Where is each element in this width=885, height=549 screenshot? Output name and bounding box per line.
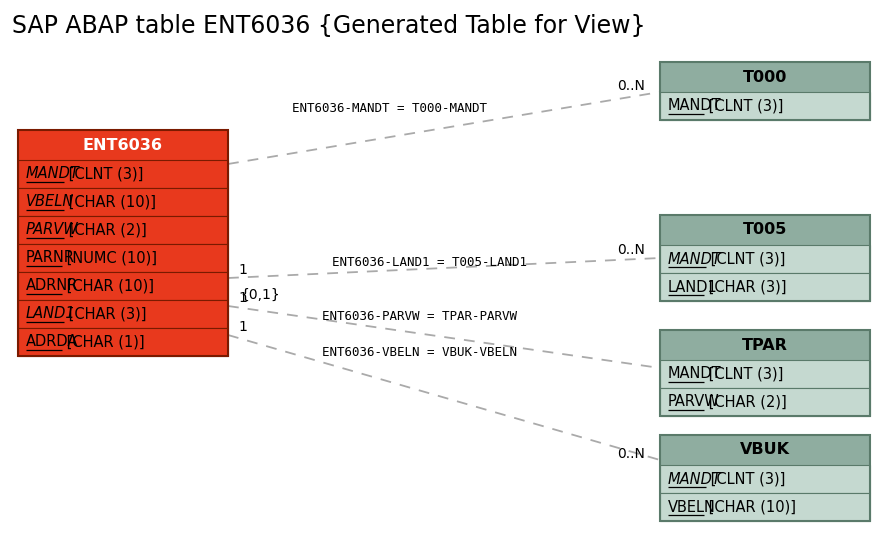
Text: MANDT: MANDT [668,472,722,486]
Text: [CLNT (3)]: [CLNT (3)] [705,472,785,486]
Text: PARVW: PARVW [668,395,720,410]
Text: T005: T005 [743,222,787,238]
FancyBboxPatch shape [660,360,870,388]
Text: 0..N: 0..N [617,243,645,257]
Text: [CHAR (10)]: [CHAR (10)] [62,278,154,294]
FancyBboxPatch shape [660,215,870,245]
Text: PARNR: PARNR [26,250,75,266]
Text: PARVW: PARVW [26,222,79,238]
Text: [NUMC (10)]: [NUMC (10)] [62,250,157,266]
Text: SAP ABAP table ENT6036 {Generated Table for View}: SAP ABAP table ENT6036 {Generated Table … [12,14,646,38]
Text: LAND1: LAND1 [668,279,718,294]
Text: [CHAR (3)]: [CHAR (3)] [64,306,146,322]
FancyBboxPatch shape [660,493,870,521]
FancyBboxPatch shape [18,188,228,216]
Text: MANDT: MANDT [26,166,80,182]
Text: 1: 1 [238,263,247,277]
Text: [CHAR (2)]: [CHAR (2)] [704,395,787,410]
Text: ENT6036: ENT6036 [83,137,163,153]
FancyBboxPatch shape [660,330,870,360]
Text: 0..N: 0..N [617,447,645,461]
Text: ENT6036-MANDT = T000-MANDT: ENT6036-MANDT = T000-MANDT [293,102,488,115]
FancyBboxPatch shape [660,62,870,92]
FancyBboxPatch shape [660,273,870,301]
Text: [CLNT (3)]: [CLNT (3)] [705,251,785,266]
Text: ENT6036-LAND1 = T005-LAND1: ENT6036-LAND1 = T005-LAND1 [333,255,527,268]
Text: T000: T000 [743,70,787,85]
Text: [CHAR (3)]: [CHAR (3)] [704,279,787,294]
Text: VBELN: VBELN [26,194,74,210]
FancyBboxPatch shape [18,216,228,244]
Text: 1: 1 [238,320,247,334]
Text: [CLNT (3)]: [CLNT (3)] [704,367,783,382]
FancyBboxPatch shape [660,435,870,465]
FancyBboxPatch shape [660,388,870,416]
Text: MANDT: MANDT [668,98,721,114]
Text: 1: 1 [238,291,247,305]
FancyBboxPatch shape [660,245,870,273]
Text: [CHAR (10)]: [CHAR (10)] [64,194,156,210]
Text: TPAR: TPAR [742,338,788,352]
Text: MANDT: MANDT [668,251,722,266]
Text: 0..N: 0..N [617,79,645,93]
FancyBboxPatch shape [18,272,228,300]
FancyBboxPatch shape [18,130,228,160]
Text: MANDT: MANDT [668,367,721,382]
FancyBboxPatch shape [18,300,228,328]
Text: [CHAR (1)]: [CHAR (1)] [62,334,144,350]
Text: [CHAR (2)]: [CHAR (2)] [64,222,146,238]
Text: ADRDA: ADRDA [26,334,79,350]
Text: ADRNR: ADRNR [26,278,79,294]
FancyBboxPatch shape [660,465,870,493]
FancyBboxPatch shape [18,160,228,188]
Text: ENT6036-PARVW = TPAR-PARVW: ENT6036-PARVW = TPAR-PARVW [322,310,518,322]
FancyBboxPatch shape [18,244,228,272]
Text: VBUK: VBUK [740,442,790,457]
Text: [CHAR (10)]: [CHAR (10)] [704,500,796,514]
Text: [CLNT (3)]: [CLNT (3)] [704,98,783,114]
Text: ENT6036-VBELN = VBUK-VBELN: ENT6036-VBELN = VBUK-VBELN [322,345,518,358]
FancyBboxPatch shape [18,328,228,356]
Text: LAND1: LAND1 [26,306,75,322]
Text: {0,1}: {0,1} [240,288,280,302]
FancyBboxPatch shape [660,92,870,120]
Text: VBELN: VBELN [668,500,716,514]
Text: [CLNT (3)]: [CLNT (3)] [64,166,142,182]
